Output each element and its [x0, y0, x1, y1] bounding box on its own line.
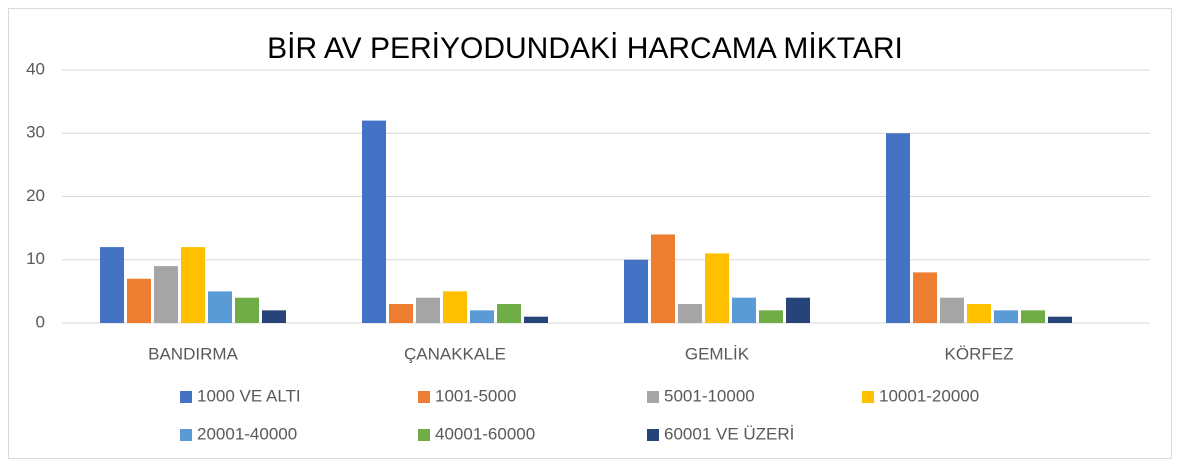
- chart-title: BİR AV PERİYODUNDAKİ HARCAMA MİKTARI: [267, 32, 903, 65]
- bar: [389, 304, 413, 323]
- x-tick-label: GEMLİK: [685, 344, 750, 363]
- legend-swatch: [418, 429, 430, 441]
- legend-label: 1000 VE ALTI: [197, 386, 301, 405]
- legend-swatch: [647, 391, 659, 403]
- legend-label: 1001-5000: [435, 386, 516, 405]
- y-tick-label: 40: [26, 59, 45, 78]
- chart-border: [8, 8, 1172, 459]
- bar: [994, 310, 1018, 323]
- y-tick-label: 10: [26, 249, 45, 268]
- y-tick-label: 30: [26, 123, 45, 142]
- legend-swatch: [180, 429, 192, 441]
- bar: [1048, 316, 1072, 323]
- legend-swatch: [180, 391, 192, 403]
- legend-swatch: [418, 391, 430, 403]
- bar: [940, 297, 964, 323]
- bar: [416, 297, 440, 323]
- legend-label: 5001-10000: [664, 386, 755, 405]
- legend-label: 20001-40000: [197, 424, 297, 443]
- bar: [759, 310, 783, 323]
- bar: [705, 253, 729, 323]
- x-tick-label: ÇANAKKALE: [404, 344, 506, 363]
- bar: [100, 247, 124, 323]
- bar: [262, 310, 286, 323]
- bar: [624, 259, 648, 323]
- legend-label: 10001-20000: [879, 386, 979, 405]
- bar: [524, 316, 548, 323]
- legend-label: 60001 VE ÜZERİ: [664, 424, 794, 443]
- bar: [1021, 310, 1045, 323]
- bar: [651, 234, 675, 323]
- bar: [497, 304, 521, 323]
- bar: [967, 304, 991, 323]
- bar: [235, 297, 259, 323]
- bar: [886, 133, 910, 323]
- bar: [181, 247, 205, 323]
- bar: [127, 278, 151, 323]
- bar: [208, 291, 232, 323]
- bar: [732, 297, 756, 323]
- bar: [786, 297, 810, 323]
- bar: [362, 120, 386, 323]
- bar: [913, 272, 937, 323]
- legend-label: 40001-60000: [435, 424, 535, 443]
- legend-swatch: [647, 429, 659, 441]
- x-tick-label: BANDIRMA: [148, 344, 238, 363]
- y-tick-label: 20: [26, 186, 45, 205]
- x-tick-label: KÖRFEZ: [945, 344, 1014, 363]
- bar: [678, 304, 702, 323]
- y-tick-label: 0: [36, 312, 45, 331]
- bar: [154, 266, 178, 323]
- bar: [470, 310, 494, 323]
- bar: [443, 291, 467, 323]
- legend-swatch: [862, 391, 874, 403]
